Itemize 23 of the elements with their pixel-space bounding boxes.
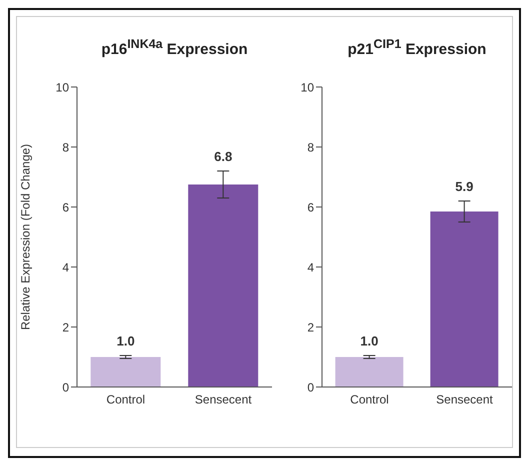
- x-tick-label: Sensecent: [194, 392, 252, 407]
- chart-title: p16$^{INK4a}$ Expression: [100, 37, 249, 60]
- chart-title: p21$^{CIP1}$ Expression: [346, 37, 488, 60]
- y-tick-label: 6: [62, 200, 70, 214]
- y-tick-label: 10: [300, 80, 314, 94]
- x-tick-label: Control: [106, 392, 146, 407]
- y-tick-label: 0: [307, 380, 314, 394]
- y-tick-label: 0: [62, 380, 70, 394]
- y-tick-label: 6: [307, 200, 314, 214]
- y-tick-label: 8: [62, 140, 70, 154]
- y-tick-label: 4: [307, 260, 314, 274]
- y-tick-label: 8: [307, 140, 314, 154]
- y-tick-label: 4: [62, 260, 70, 274]
- y-tick-label: 2: [62, 320, 70, 334]
- data-label: 6.8: [214, 149, 232, 164]
- x-tick-label: Control: [350, 392, 389, 407]
- data-label: 1.0: [360, 334, 378, 348]
- x-tick-label: Sensecent: [436, 392, 494, 407]
- y-tick-label: 10: [56, 80, 70, 94]
- y-axis-title: Relative Expression (Fold Change): [18, 144, 32, 330]
- data-label: 5.9: [455, 179, 474, 194]
- y-tick-label: 2: [307, 320, 314, 334]
- data-label: 1.0: [116, 334, 135, 348]
